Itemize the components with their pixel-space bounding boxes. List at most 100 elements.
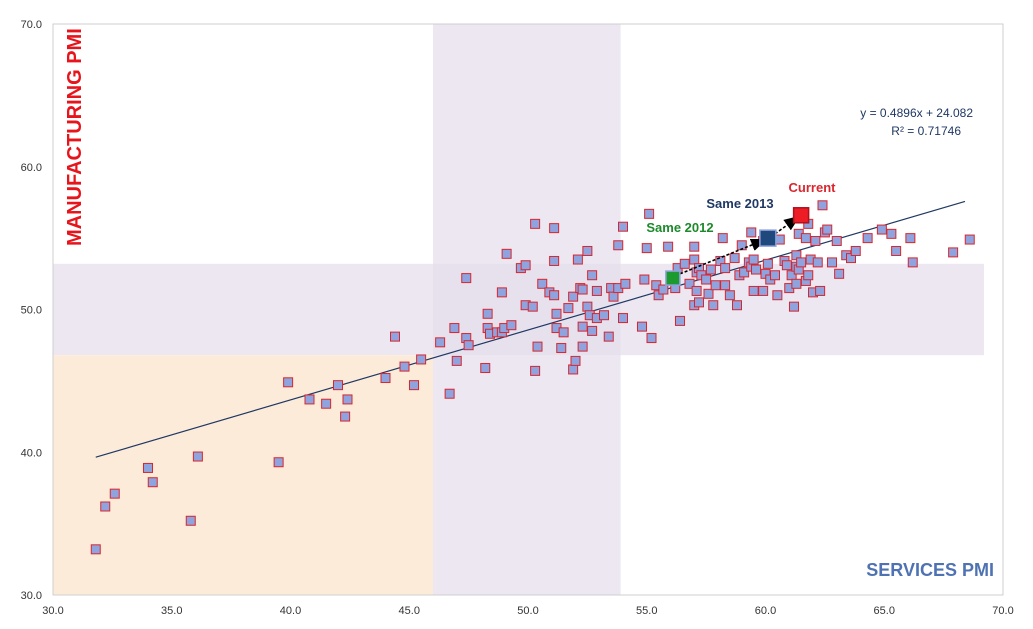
- region-horizontal-band: [53, 263, 984, 356]
- data-point: [591, 285, 602, 296]
- data-point: [333, 380, 343, 391]
- data-point: [192, 451, 203, 462]
- data-point: [558, 327, 569, 338]
- data-point: [618, 221, 628, 232]
- data-point: [691, 285, 702, 296]
- data-point: [641, 243, 652, 254]
- trend-r-squared: R² = 0.71746: [891, 124, 961, 138]
- data-point: [556, 343, 567, 354]
- highlight-layer: [665, 207, 810, 286]
- data-point: [603, 331, 614, 342]
- data-point: [639, 274, 650, 285]
- data-point: [549, 223, 560, 234]
- data-point: [948, 247, 959, 258]
- points-layer: [90, 200, 975, 555]
- data-point: [496, 287, 507, 298]
- data-point: [796, 257, 807, 268]
- data-point: [340, 411, 351, 422]
- data-point: [506, 320, 517, 331]
- data-point: [746, 227, 757, 238]
- data-point: [568, 291, 579, 302]
- y-tick-label: 40.0: [21, 447, 42, 459]
- data-point: [717, 233, 728, 244]
- data-point: [100, 501, 111, 512]
- data-point: [480, 363, 491, 374]
- data-point: [679, 258, 690, 269]
- data-point: [831, 235, 842, 246]
- label-same-2012: Same 2012: [646, 220, 713, 235]
- data-point: [549, 290, 560, 301]
- data-point: [905, 233, 916, 244]
- trend-arrow: [679, 238, 767, 275]
- data-point: [582, 301, 593, 312]
- data-point: [772, 290, 783, 301]
- data-point: [461, 273, 472, 284]
- data-point: [791, 278, 802, 289]
- x-tick-label: 65.0: [874, 605, 895, 617]
- x-tick-label: 50.0: [517, 605, 538, 617]
- data-point: [684, 278, 695, 289]
- data-point: [444, 388, 455, 399]
- data-point: [637, 321, 647, 332]
- data-point: [689, 254, 700, 265]
- y-tick-label: 50.0: [21, 305, 42, 317]
- y-tick-label: 70.0: [21, 19, 42, 31]
- data-point: [876, 224, 887, 235]
- ticks-layer: 30.0 35.0 40.0 45.0 50.0 55.0 60.0 65.0 70.0 30.0…: [21, 19, 1014, 617]
- data-point: [708, 300, 719, 311]
- data-point: [663, 241, 674, 252]
- x-tick-label: 60.0: [755, 605, 776, 617]
- data-point: [762, 258, 773, 269]
- data-point: [675, 315, 685, 326]
- data-point: [451, 355, 462, 366]
- data-point: [463, 340, 474, 351]
- data-point: [613, 240, 624, 251]
- data-point: [608, 291, 619, 302]
- current-point: [792, 207, 810, 224]
- data-point: [803, 270, 814, 281]
- data-point: [520, 260, 531, 271]
- data-point: [724, 290, 735, 301]
- data-point: [530, 365, 541, 376]
- data-point: [891, 245, 902, 256]
- data-point: [147, 477, 158, 488]
- data-point: [810, 235, 821, 246]
- data-point: [694, 297, 704, 308]
- data-point: [582, 245, 593, 256]
- data-point: [781, 260, 792, 271]
- data-point: [530, 218, 541, 229]
- data-point: [90, 544, 101, 555]
- x-tick-label: 70.0: [992, 605, 1013, 617]
- data-point: [283, 377, 294, 388]
- plot-frame: [52, 23, 1004, 596]
- same-2012-point: [665, 270, 681, 286]
- data-point: [850, 245, 861, 256]
- data-point: [342, 394, 353, 405]
- x-tick-label: 45.0: [399, 605, 420, 617]
- x-tick-label: 40.0: [280, 605, 301, 617]
- data-point: [620, 278, 631, 289]
- data-point: [109, 488, 120, 499]
- data-point: [689, 241, 700, 252]
- y-axis-title: MANUFACTURING PMI: [64, 28, 86, 246]
- data-point: [409, 380, 419, 391]
- x-tick-label: 35.0: [161, 605, 182, 617]
- data-point: [827, 257, 837, 268]
- data-point: [618, 313, 628, 324]
- data-point: [587, 325, 598, 336]
- data-point: [751, 264, 761, 275]
- data-point: [703, 288, 714, 299]
- data-point: [646, 333, 657, 344]
- data-point: [416, 354, 427, 365]
- x-axis-title: SERVICES PMI: [866, 560, 994, 580]
- data-point: [907, 257, 918, 268]
- region-contraction-zone: [53, 355, 433, 595]
- data-point: [563, 303, 574, 314]
- data-point: [185, 515, 196, 526]
- data-point: [817, 200, 828, 211]
- label-current: Current: [789, 180, 837, 195]
- data-point: [577, 341, 588, 352]
- data-point: [834, 268, 845, 279]
